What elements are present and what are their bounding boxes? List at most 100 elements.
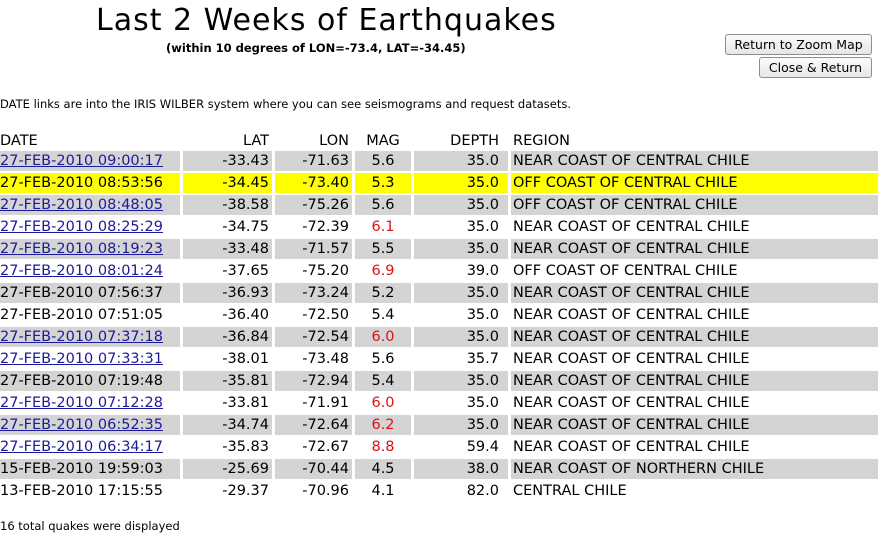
cell-depth: 82.0 [411, 481, 508, 503]
cell-depth: 35.0 [411, 195, 508, 217]
table-row: 27-FEB-2010 07:19:48 -35.81 -72.94 5.4 35.0 N… [0, 371, 878, 393]
table-row: 27-FEB-2010 06:52:35 -34.74 -72.64 6.2 35.0 N… [0, 415, 878, 437]
date-link[interactable]: 27-FEB-2010 06:52:35 [0, 417, 163, 433]
page-title: Last 2 Weeks of Earthquakes [96, 3, 557, 38]
cell-date: 27-FEB-2010 07:37:18 [0, 327, 180, 349]
cell-depth: 35.0 [411, 173, 508, 195]
cell-lat: -38.01 [180, 349, 272, 371]
earthquake-table: DATE LAT LON MAG DEPTH REGION 27-FEB-201… [0, 130, 878, 503]
cell-region: NEAR COAST OF CENTRAL CHILE [508, 283, 878, 305]
cell-date: 27-FEB-2010 06:52:35 [0, 415, 180, 437]
cell-mag: 5.4 [352, 305, 411, 327]
table-row: 27-FEB-2010 07:37:18 -36.84 -72.54 6.0 35.0 N… [0, 327, 878, 349]
cell-region: NEAR COAST OF CENTRAL CHILE [508, 415, 878, 437]
cell-region: CENTRAL CHILE [508, 481, 878, 503]
date-link[interactable]: 27-FEB-2010 07:33:31 [0, 351, 163, 367]
cell-mag: 5.4 [352, 371, 411, 393]
date-links-note: DATE links are into the IRIS WILBER syst… [0, 97, 572, 111]
header-lat: LAT [180, 130, 272, 151]
cell-lon: -71.91 [272, 393, 352, 415]
table-row: 27-FEB-2010 08:01:24 -37.65 -75.20 6.9 39.0 O… [0, 261, 878, 283]
cell-lat: -35.81 [180, 371, 272, 393]
cell-mag: 5.6 [352, 195, 411, 217]
cell-mag: 4.5 [352, 459, 411, 481]
cell-region: NEAR COAST OF CENTRAL CHILE [508, 151, 878, 173]
table-row: 27-FEB-2010 07:12:28 -33.81 -71.91 6.0 35.0 N… [0, 393, 878, 415]
cell-lon: -73.24 [272, 283, 352, 305]
header-region: REGION [508, 130, 878, 151]
cell-lon: -75.26 [272, 195, 352, 217]
cell-lon: -72.64 [272, 415, 352, 437]
close-and-return-button[interactable]: Close & Return [759, 57, 872, 78]
cell-lat: -36.84 [180, 327, 272, 349]
cell-depth: 35.0 [411, 283, 508, 305]
table-row: 27-FEB-2010 07:33:31 -38.01 -73.48 5.6 35.7 N… [0, 349, 878, 371]
cell-lon: -72.67 [272, 437, 352, 459]
cell-date: 27-FEB-2010 06:34:17 [0, 437, 180, 459]
cell-date: 13-FEB-2010 17:15:55 [0, 481, 180, 503]
cell-depth: 35.0 [411, 305, 508, 327]
cell-mag: 5.5 [352, 239, 411, 261]
cell-region: NEAR COAST OF CENTRAL CHILE [508, 305, 878, 327]
cell-lon: -75.20 [272, 261, 352, 283]
cell-mag: 4.1 [352, 481, 411, 503]
cell-region: NEAR COAST OF CENTRAL CHILE [508, 349, 878, 371]
cell-depth: 35.0 [411, 217, 508, 239]
cell-mag: 6.1 [352, 217, 411, 239]
table-row: 27-FEB-2010 08:48:05 -38.58 -75.26 5.6 35.0 O… [0, 195, 878, 217]
cell-depth: 35.0 [411, 151, 508, 173]
page-subtitle: (within 10 degrees of LON=-73.4, LAT=-34… [166, 41, 466, 55]
cell-lon: -72.39 [272, 217, 352, 239]
footer-count: 16 total quakes were displayed [0, 519, 180, 533]
cell-depth: 35.0 [411, 415, 508, 437]
date-link[interactable]: 27-FEB-2010 08:19:23 [0, 241, 163, 257]
return-to-zoom-map-button[interactable]: Return to Zoom Map [725, 34, 872, 55]
table-row: 13-FEB-2010 17:15:55 -29.37 -70.96 4.1 82.0 C… [0, 481, 878, 503]
date-link[interactable]: 27-FEB-2010 09:00:17 [0, 153, 163, 169]
table-row: 27-FEB-2010 07:56:37 -36.93 -73.24 5.2 35.0 N… [0, 283, 878, 305]
cell-depth: 59.4 [411, 437, 508, 459]
cell-depth: 35.0 [411, 393, 508, 415]
cell-region: NEAR COAST OF CENTRAL CHILE [508, 437, 878, 459]
cell-mag: 5.6 [352, 349, 411, 371]
cell-lon: -71.57 [272, 239, 352, 261]
cell-lon: -72.54 [272, 327, 352, 349]
cell-mag: 6.2 [352, 415, 411, 437]
cell-depth: 39.0 [411, 261, 508, 283]
cell-mag: 6.9 [352, 261, 411, 283]
date-link[interactable]: 27-FEB-2010 07:37:18 [0, 329, 163, 345]
cell-lon: -70.44 [272, 459, 352, 481]
table-row: 27-FEB-2010 08:25:29 -34.75 -72.39 6.1 35.0 N… [0, 217, 878, 239]
cell-date: 27-FEB-2010 07:51:05 [0, 305, 180, 327]
cell-date: 27-FEB-2010 08:48:05 [0, 195, 180, 217]
cell-date: 27-FEB-2010 07:12:28 [0, 393, 180, 415]
cell-lon: -70.96 [272, 481, 352, 503]
date-link[interactable]: 27-FEB-2010 08:48:05 [0, 197, 163, 213]
cell-lat: -33.48 [180, 239, 272, 261]
table-body: 27-FEB-2010 09:00:17 -33.43 -71.63 5.6 35.0 N… [0, 151, 878, 503]
cell-region: NEAR COAST OF CENTRAL CHILE [508, 393, 878, 415]
cell-mag: 6.0 [352, 393, 411, 415]
cell-lat: -33.81 [180, 393, 272, 415]
header-lon: LON [272, 130, 352, 151]
header-date: DATE [0, 132, 38, 149]
cell-date: 27-FEB-2010 08:19:23 [0, 239, 180, 261]
date-link[interactable]: 27-FEB-2010 08:25:29 [0, 219, 163, 235]
date-link[interactable]: 27-FEB-2010 08:01:24 [0, 263, 163, 279]
header-depth: DEPTH [411, 130, 508, 151]
date-link[interactable]: 27-FEB-2010 06:34:17 [0, 439, 163, 455]
cell-region: NEAR COAST OF CENTRAL CHILE [508, 239, 878, 261]
cell-date: 27-FEB-2010 08:25:29 [0, 217, 180, 239]
cell-date: 15-FEB-2010 19:59:03 [0, 459, 180, 481]
cell-mag: 6.0 [352, 327, 411, 349]
cell-mag: 5.2 [352, 283, 411, 305]
header-mag: MAG [352, 130, 411, 151]
cell-region: OFF COAST OF CENTRAL CHILE [508, 261, 878, 283]
cell-lat: -34.74 [180, 415, 272, 437]
cell-mag: 5.6 [352, 151, 411, 173]
date-link[interactable]: 27-FEB-2010 07:12:28 [0, 395, 163, 411]
cell-lon: -73.40 [272, 173, 352, 195]
cell-region: NEAR COAST OF CENTRAL CHILE [508, 327, 878, 349]
cell-mag: 5.3 [352, 173, 411, 195]
cell-region: OFF COAST OF CENTRAL CHILE [508, 173, 878, 195]
